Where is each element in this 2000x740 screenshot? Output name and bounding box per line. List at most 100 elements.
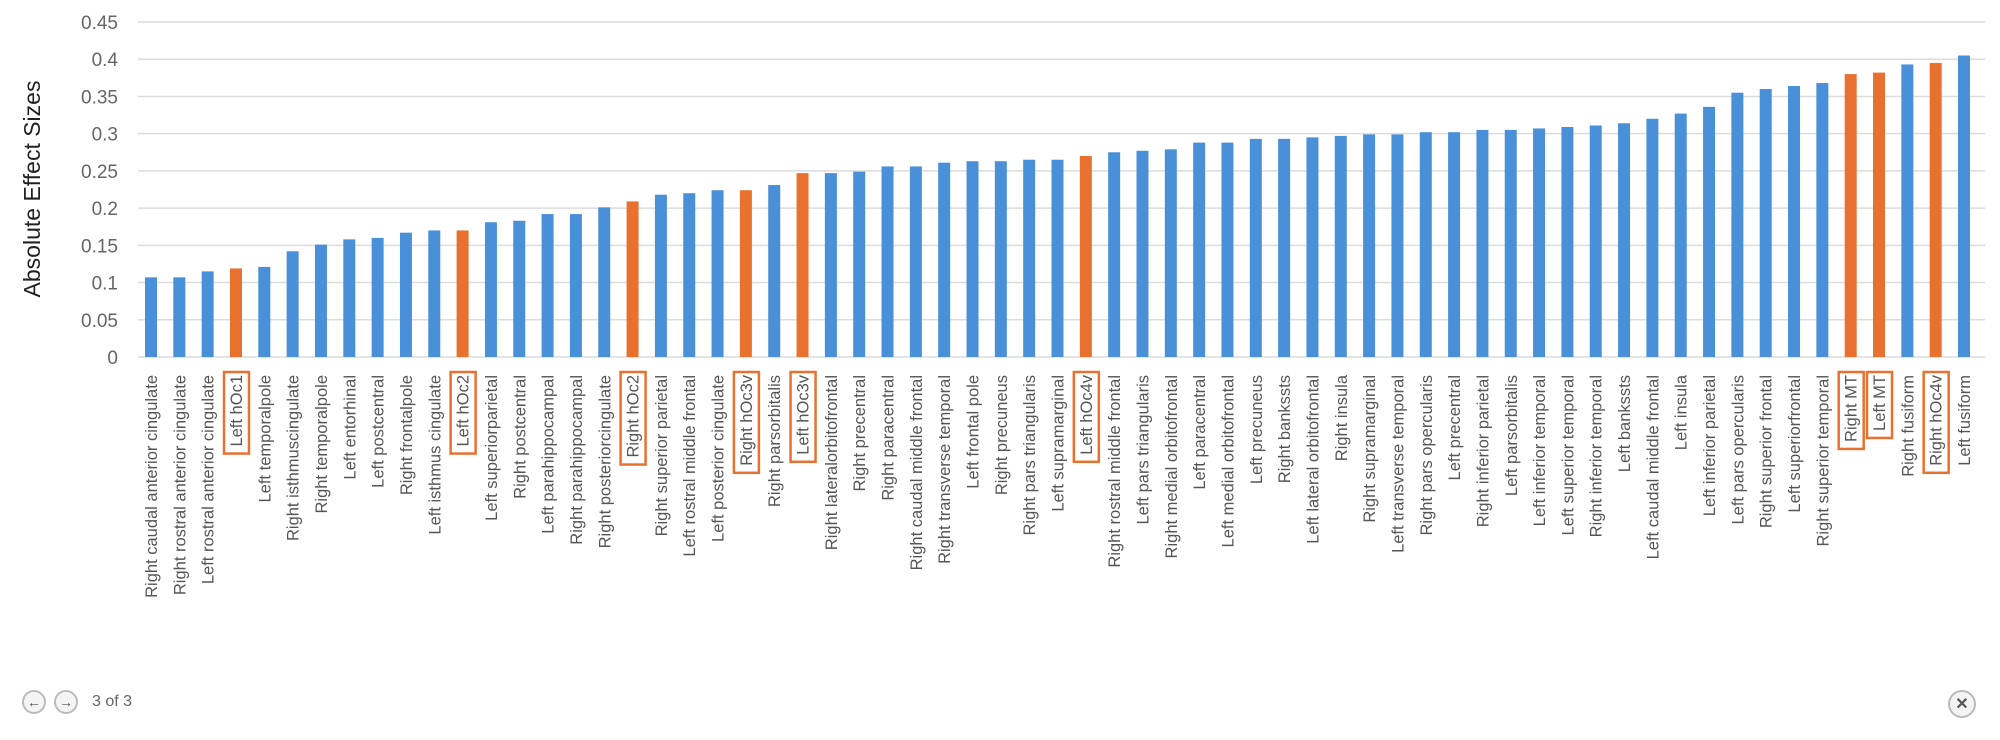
bar xyxy=(1108,152,1121,357)
x-tick-label: Left hOc4v xyxy=(1078,374,1096,455)
x-tick-label: Right superior frontal xyxy=(1758,375,1776,528)
x-tick-label: Left precentral xyxy=(1446,375,1464,480)
x-tick-label: Left MT xyxy=(1871,375,1889,431)
x-tick-label: Left posterior cingulate xyxy=(710,375,728,542)
bar xyxy=(1674,113,1687,357)
x-tick-label: Right hOc4v xyxy=(1928,374,1946,466)
x-tick-label: Left parsorbitalis xyxy=(1503,375,1521,496)
arrow-left-icon[interactable]: ← xyxy=(22,690,46,714)
x-tick-label: Left precuneus xyxy=(1248,375,1266,484)
highlight-box xyxy=(1072,370,1101,464)
x-tick-label: Right bankssts xyxy=(1276,375,1294,483)
bar xyxy=(1193,142,1206,357)
bar xyxy=(513,220,526,357)
x-tick-label: Right pars triangularis xyxy=(1021,375,1039,536)
bar xyxy=(1788,86,1801,358)
x-tick-label: Right hOc3v xyxy=(738,374,756,466)
x-tick-label: Right precuneus xyxy=(993,375,1011,495)
highlight-box xyxy=(1922,370,1950,475)
bar xyxy=(201,271,214,357)
bar xyxy=(1504,129,1517,357)
bar xyxy=(569,214,582,357)
bar-chart: 0 0.05 0.1 0.15 0.2 0.25 0.3 0.35 0.4 0.45 Absolut… xyxy=(19,13,1985,598)
bar xyxy=(1334,135,1347,357)
y-tick-label: 0.15 xyxy=(81,236,118,257)
x-tick-label: Right parahippocampal xyxy=(568,375,586,545)
y-axis-title: Absolute Effect Sizes xyxy=(19,81,45,298)
x-tick-label: Left bankssts xyxy=(1616,375,1634,472)
close-icon[interactable]: ✕ xyxy=(1948,690,1976,718)
bar xyxy=(1136,150,1149,357)
bar xyxy=(286,251,299,357)
highlight-box xyxy=(1837,370,1865,451)
bar xyxy=(824,173,837,357)
bar xyxy=(371,237,384,357)
bar xyxy=(938,162,951,357)
y-tick-label: 0.3 xyxy=(92,125,118,146)
bar xyxy=(1901,64,1914,357)
bar xyxy=(173,277,186,357)
bar xyxy=(258,266,271,357)
highlight-box xyxy=(1865,370,1894,440)
bar xyxy=(1646,118,1659,358)
x-tick-label: Right fusiform xyxy=(1899,375,1917,477)
bar xyxy=(739,190,752,357)
y-tick-label: 0 xyxy=(107,348,118,369)
x-tick-label: Right lateralorbitofrontal xyxy=(823,375,841,550)
bar xyxy=(711,190,724,357)
bar xyxy=(881,166,894,357)
bar xyxy=(1164,149,1177,357)
x-tick-label: Left pars triangularis xyxy=(1134,375,1152,525)
bar xyxy=(1929,62,1942,357)
bar xyxy=(1306,137,1319,357)
highlight-box xyxy=(789,370,817,464)
y-tick-label: 0.05 xyxy=(81,311,118,332)
x-tick-label: Right hOc2 xyxy=(625,375,643,458)
x-tick-label: Right temporalpole xyxy=(313,375,331,514)
bar xyxy=(1363,134,1376,357)
x-tick-label: Right rostral middle frontal xyxy=(1106,375,1124,568)
x-tick-label: Left superiorparietal xyxy=(483,375,501,521)
bar xyxy=(909,166,922,357)
x-tick-label: Left postcentral xyxy=(370,375,388,488)
bar xyxy=(1419,132,1432,357)
x-tick-label: Left transverse temporal xyxy=(1389,375,1407,553)
bar xyxy=(1051,159,1064,357)
bar xyxy=(399,232,412,357)
x-tick-label: Right posteriorcingulate xyxy=(596,375,614,548)
x-tick-label: Right caudal middle frontal xyxy=(908,375,926,570)
x-tick-label: Left rostral anterior cingulate xyxy=(200,375,218,584)
y-tick-label: 0.2 xyxy=(92,199,118,220)
x-tick-label: Left inferior temporal xyxy=(1531,375,1549,526)
bar xyxy=(428,230,441,357)
bar xyxy=(1221,142,1234,357)
bar xyxy=(1023,159,1036,357)
x-tick-label: Right pars opercularis xyxy=(1418,375,1436,536)
x-tick-label: Right paracentral xyxy=(880,375,898,501)
x-tick-label: Right medial orbitofrontal xyxy=(1163,375,1181,558)
x-tick-label: Left hOc2 xyxy=(455,375,473,447)
x-tick-label: Left isthmus cingulate xyxy=(426,375,444,535)
x-tick-label: Right supramarginal xyxy=(1361,375,1379,523)
bar xyxy=(1816,83,1829,358)
x-tick-label: Left fusiform xyxy=(1956,375,1974,466)
x-tick-label: Right caudal anterior cingulate xyxy=(143,375,161,598)
bar xyxy=(1278,138,1291,357)
x-tick-label: Right isthmuscingulate xyxy=(285,375,303,541)
bar xyxy=(229,268,242,357)
bar xyxy=(343,239,356,357)
bar xyxy=(484,222,497,357)
bar xyxy=(994,161,1007,357)
y-tick-label: 0.4 xyxy=(92,50,119,71)
x-tick-label: Left entorhinal xyxy=(341,375,359,480)
bar xyxy=(1561,126,1574,357)
x-tick-label: Left rostral middle frontal xyxy=(681,375,699,557)
highlight-box xyxy=(449,370,477,455)
arrow-right-icon[interactable]: → xyxy=(54,690,78,714)
x-tick-label: Left caudal middle frontal xyxy=(1644,375,1662,559)
pager: ← → 3 of 3 xyxy=(22,690,132,714)
bar xyxy=(1476,129,1489,357)
x-tick-label: Right precentral xyxy=(851,375,869,491)
x-tick-label: Left parahippocampal xyxy=(540,375,558,534)
x-tick-label: Left medial orbitofrontal xyxy=(1219,375,1237,547)
